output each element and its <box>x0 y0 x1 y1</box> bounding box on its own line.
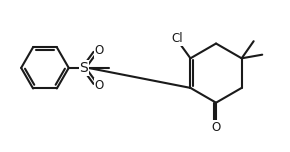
Text: S: S <box>79 61 88 75</box>
Text: O: O <box>211 121 221 134</box>
Text: Cl: Cl <box>171 33 183 45</box>
Text: O: O <box>94 44 104 57</box>
Text: O: O <box>94 79 104 92</box>
